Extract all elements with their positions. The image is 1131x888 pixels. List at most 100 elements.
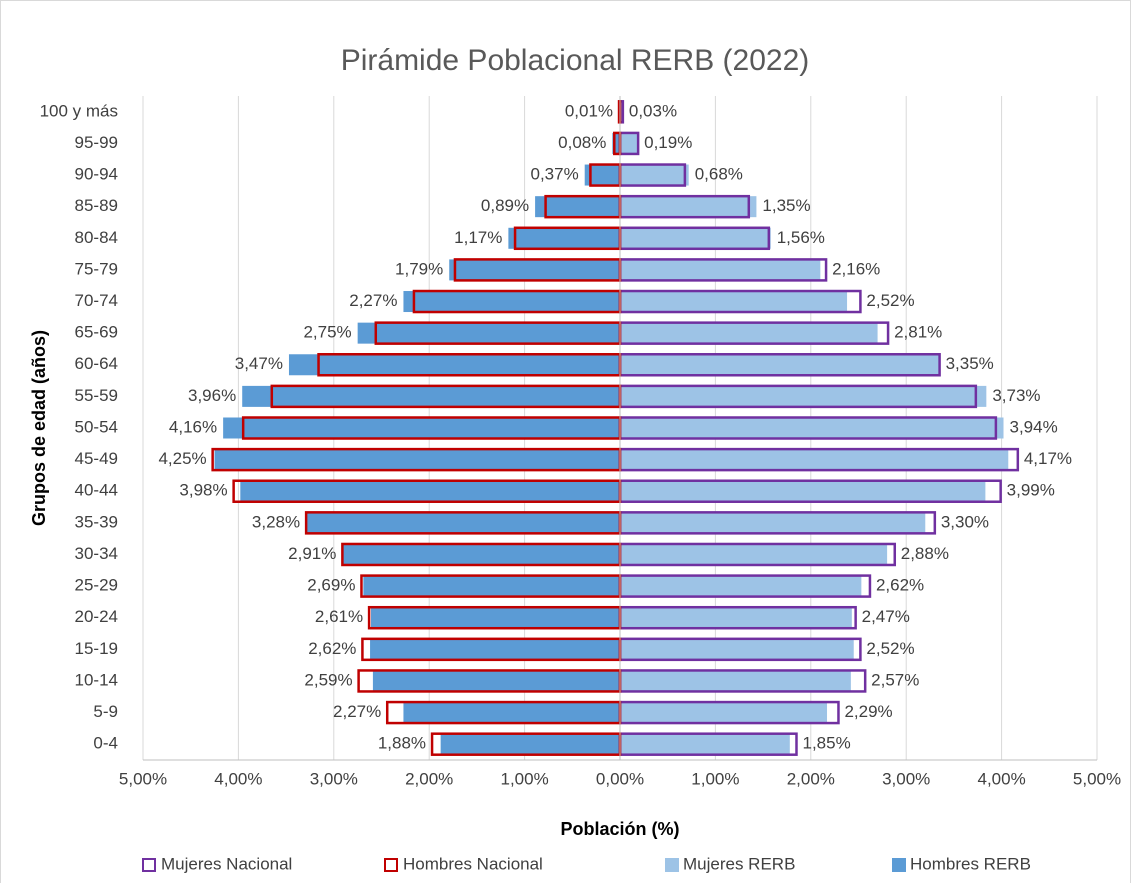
bar [620,607,852,629]
bar [612,132,620,154]
y-tick-label: 50-54 [75,417,118,436]
data-label: 2,91% [288,544,336,563]
data-label: 1,56% [777,228,825,247]
bar [620,480,986,502]
bar [620,132,638,154]
data-label: 3,96% [188,386,236,405]
bar [620,575,862,597]
bar [620,702,828,724]
bar [535,196,620,218]
data-label: 2,16% [832,259,880,278]
x-tick-label: 5,00% [1073,769,1121,788]
bar [620,733,790,755]
bar [371,607,620,629]
data-label: 2,59% [304,670,352,689]
x-tick-label: 1,00% [691,769,739,788]
y-tick-label: 55-59 [75,386,118,405]
bar [403,702,620,724]
bar [242,385,620,407]
bar [403,291,620,313]
y-tick-label: 90-94 [75,165,118,184]
x-tick-label: 2,00% [405,769,453,788]
bar [363,575,620,597]
bar [307,512,620,534]
data-label: 0,01% [565,101,613,120]
data-label: 0,68% [695,165,743,184]
data-label: 2,62% [308,639,356,658]
data-label: 3,99% [1007,481,1055,500]
data-label: 2,27% [349,291,397,310]
chart-title: Pirámide Poblacional RERB (2022) [341,44,810,77]
data-label: 1,35% [762,196,810,215]
x-tick-label: 3,00% [882,769,930,788]
x-tick-label: 2,00% [787,769,835,788]
bar [620,449,1009,471]
data-label: 3,35% [946,354,994,373]
bar [440,733,620,755]
x-tick-label: 0,00% [596,769,644,788]
legend-swatch [665,858,679,872]
bar [288,354,620,376]
data-label: 3,73% [992,386,1040,405]
y-tick-label: 25-29 [75,576,118,595]
data-label: 2,52% [866,291,914,310]
bar [620,354,940,376]
data-label: 2,57% [871,670,919,689]
data-label: 0,37% [530,165,578,184]
y-axis-title: Grupos de edad (años) [29,330,49,526]
bar [240,480,621,502]
data-label: 2,69% [307,576,355,595]
data-label: 1,85% [802,734,850,753]
legend-label: Hombres RERB [910,854,1031,873]
y-tick-label: 70-74 [75,291,118,310]
y-tick-label: 10-14 [75,670,118,689]
y-tick-label: 35-39 [75,512,118,531]
data-label: 3,94% [1010,417,1058,436]
data-label: 3,28% [252,512,300,531]
data-label: 2,75% [303,323,351,342]
legend-swatch [892,858,906,872]
data-label: 0,89% [481,196,529,215]
data-label: 0,03% [629,101,677,120]
y-tick-label: 45-49 [75,449,118,468]
bar [620,322,878,344]
y-tick-label: 65-69 [75,323,118,342]
data-label: 3,47% [235,354,283,373]
bar [370,638,620,660]
data-label: 2,62% [876,576,924,595]
x-tick-label: 5,00% [119,769,167,788]
bar [620,259,821,281]
y-tick-label: 95-99 [75,133,118,152]
data-label: 4,17% [1024,449,1072,468]
bar [620,291,848,313]
bar [508,227,620,249]
x-tick-label: 1,00% [500,769,548,788]
bar [342,543,620,565]
data-label: 4,25% [158,449,206,468]
bar [214,449,621,471]
bar [449,259,620,281]
bar [223,417,621,439]
data-label: 2,52% [866,639,914,658]
y-tick-label: 100 y más [40,101,118,120]
data-label: 1,79% [395,259,443,278]
bar [584,164,620,186]
bar [620,227,771,249]
y-tick-label: 40-44 [75,481,118,500]
bar [620,670,851,692]
y-tick-label: 80-84 [75,228,118,247]
data-label: 2,61% [315,607,363,626]
y-tick-label: 75-79 [75,259,118,278]
bar [620,164,689,186]
data-label: 2,27% [333,702,381,721]
x-axis-title: Población (%) [560,819,679,839]
y-tick-label: 0-4 [93,734,118,753]
x-tick-label: 4,00% [977,769,1025,788]
y-tick-label: 30-34 [75,544,118,563]
bar [620,638,854,660]
y-tick-label: 60-64 [75,354,118,373]
data-label: 2,81% [894,323,942,342]
legend-swatch [384,858,398,872]
